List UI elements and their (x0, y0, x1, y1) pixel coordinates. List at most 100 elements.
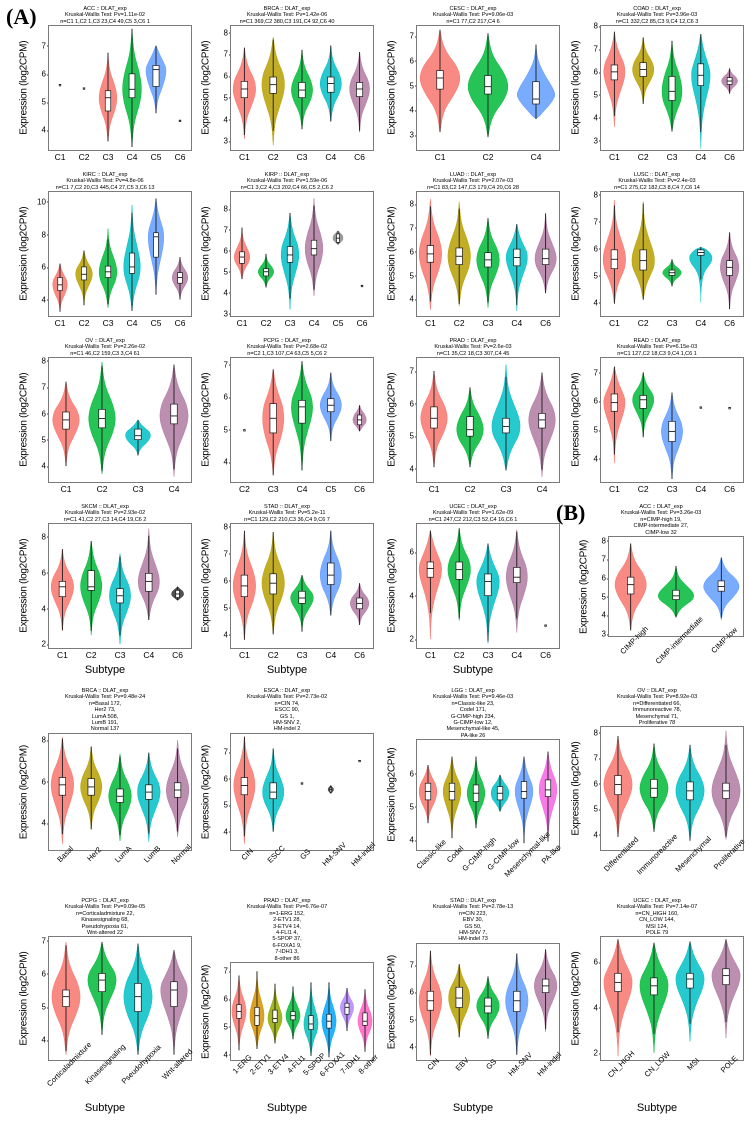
panel-title: SKCM :: DLAT_exp Kruskal-Wallis Test: Pv… (63, 504, 147, 523)
plot-area (416, 523, 560, 650)
y-axis-label: Expression (log2CPM) (570, 373, 582, 468)
y-axis-label: Expression (log2CPM) (200, 41, 212, 136)
x-tick-label: C2 (78, 152, 90, 163)
iqr-box (717, 580, 725, 592)
y-tick-label: 6 (223, 774, 232, 784)
iqr-box (541, 249, 550, 266)
iqr-box (87, 570, 95, 591)
y-tick-label: 6 (593, 957, 602, 967)
panel-title: LUAD :: DLAT_exp Kruskal-Wallis Test: Pv… (427, 172, 519, 191)
x-tick-label: C4 (143, 650, 155, 661)
y-tick-label: 8 (41, 532, 50, 542)
panel-title: CESC :: DLAT_exp Kruskal-Wallis Test: Pv… (432, 6, 514, 25)
iqr-box (170, 403, 178, 425)
y-axis: 3 4 5 6 7 (398, 25, 418, 151)
y-tick-label: 8 (223, 204, 232, 214)
iqr-box (639, 395, 647, 409)
y-tick-label: 6 (41, 969, 50, 979)
y-axis: 4 5 6 7 8 (398, 191, 418, 317)
panel-title: PCPG :: DLAT_exp Kruskal-Wallis Test: Pv… (246, 338, 328, 357)
x-tick-label: C3 (132, 484, 144, 495)
iqr-box (532, 81, 540, 105)
y-tick-label: 8 (41, 230, 50, 240)
y-tick-label: 7 (223, 747, 232, 757)
x-tick-label: C6 (172, 650, 184, 661)
y-tick-label: 7 (223, 966, 232, 976)
y-axis-label: Expression (log2CPM) (200, 207, 212, 302)
y-tick-label: 6 (41, 568, 50, 578)
y-tick-label: 6 (593, 67, 602, 77)
panel-title: PRAD :: DLAT_exp Kruskal-Wallis Test: Pv… (434, 338, 512, 357)
iqr-box (327, 562, 335, 586)
x-tick-label: C4 (511, 650, 523, 661)
y-tick-label: 6 (41, 262, 50, 272)
x-axis: C1 C2 C3 C4 C6 (600, 483, 744, 497)
iqr-box (269, 76, 277, 94)
y-axis-label: Expression (log2CPM) (200, 373, 212, 468)
iqr-box (58, 581, 66, 598)
x-axis-label: Subtype (452, 664, 494, 677)
iqr-box (239, 251, 245, 264)
x-tick-label: C6 (724, 152, 736, 163)
x-axis: C1 C2 C3 C4 (48, 483, 192, 497)
iqr-box (81, 266, 87, 281)
x-axis: C1 C2 C3 C4 C6 (600, 317, 744, 331)
y-tick-label: 6 (601, 573, 610, 583)
x-tick-label: C6 (174, 152, 186, 163)
y-tick-label: 5 (593, 804, 602, 814)
iqr-box (668, 76, 676, 102)
violin-panel-esca-b: ESCA :: DLAT_exp Kruskal-Wallis Test: Pv… (200, 688, 377, 896)
x-tick-label: C6 (356, 318, 368, 329)
x-tick-label: C4 (536, 484, 548, 495)
plot-area (48, 732, 192, 852)
iqr-box (484, 573, 492, 597)
y-tick-label: 6 (593, 779, 602, 789)
x-tick-label: C1 (54, 152, 66, 163)
iqr-box (145, 573, 153, 592)
x-tick-label: C2 (637, 152, 649, 163)
violin-panel-stad-b: STAD :: DLAT_exp Kruskal-Wallis Test: Pv… (386, 898, 563, 1120)
y-axis: 3 4 5 6 7 8 (212, 191, 232, 319)
y-axis: 4 5 6 7 (398, 943, 418, 1061)
y-tick-label: 4 (409, 835, 418, 845)
y-tick-label: 5 (593, 425, 602, 435)
x-tick-label: C1 (238, 650, 250, 661)
violin-panel-lgg-b: LGG :: DLAT_exp Kruskal-Wallis Test: Pv=… (386, 688, 563, 896)
y-tick-label: 6 (41, 777, 50, 787)
plot-area (48, 191, 192, 318)
iqr-box (639, 249, 647, 271)
violin-panel-ucec-c: UCEC :: DLAT_exp Kruskal-Wallis Test: Pv… (386, 504, 560, 682)
plot-area (600, 936, 744, 1062)
x-tick-label: C3 (284, 318, 296, 329)
plot-area (600, 191, 744, 318)
violin-panel-lusc-c: LUSC :: DLAT_exp Kruskal-Wallis Test: Pv… (570, 172, 744, 336)
x-axis: Differentiated Immunoreactive Mesenchymal P… (600, 832, 746, 891)
y-tick-label: 3 (223, 309, 232, 319)
x-tick-label: C6 (354, 152, 366, 163)
iqr-box (430, 406, 438, 429)
y-axis: 2 4 6 (398, 523, 418, 649)
iqr-box (62, 411, 70, 430)
x-tick-label: C4 (695, 152, 707, 163)
plot-area (230, 25, 374, 152)
y-tick-label: 4 (41, 125, 50, 135)
y-tick-label: 3 (593, 136, 602, 146)
x-axis-label: Subtype (452, 1102, 494, 1115)
x-axis: Basal Her2 LumA LumB Normal (48, 842, 193, 891)
plot-area (600, 357, 744, 484)
x-tick-label: C4 (695, 318, 707, 329)
iqr-box (104, 90, 112, 112)
violin-panel-acc-b: ACC :: DLAT_exp Kruskal-Wallis Test: Pv=… (578, 504, 744, 682)
iqr-box (263, 268, 269, 277)
x-tick-label: C1 (424, 650, 436, 661)
y-tick-label: 6 (409, 769, 418, 779)
y-tick-label: 7 (593, 368, 602, 378)
y-axis: 4 5 6 7 (30, 936, 50, 1061)
y-tick-label: 5 (41, 435, 50, 445)
violin-panel-skcm-c: SKCM :: DLAT_exp Kruskal-Wallis Test: Pv… (18, 504, 192, 682)
x-axis: C2 C3 C4 C5 C6 (230, 483, 374, 497)
panel-title: UCEC :: DLAT_exp Kruskal-Wallis Test: Pv… (616, 898, 698, 937)
y-tick-label: 6 (409, 56, 418, 66)
iqr-box (269, 782, 277, 799)
iqr-box (466, 416, 474, 437)
